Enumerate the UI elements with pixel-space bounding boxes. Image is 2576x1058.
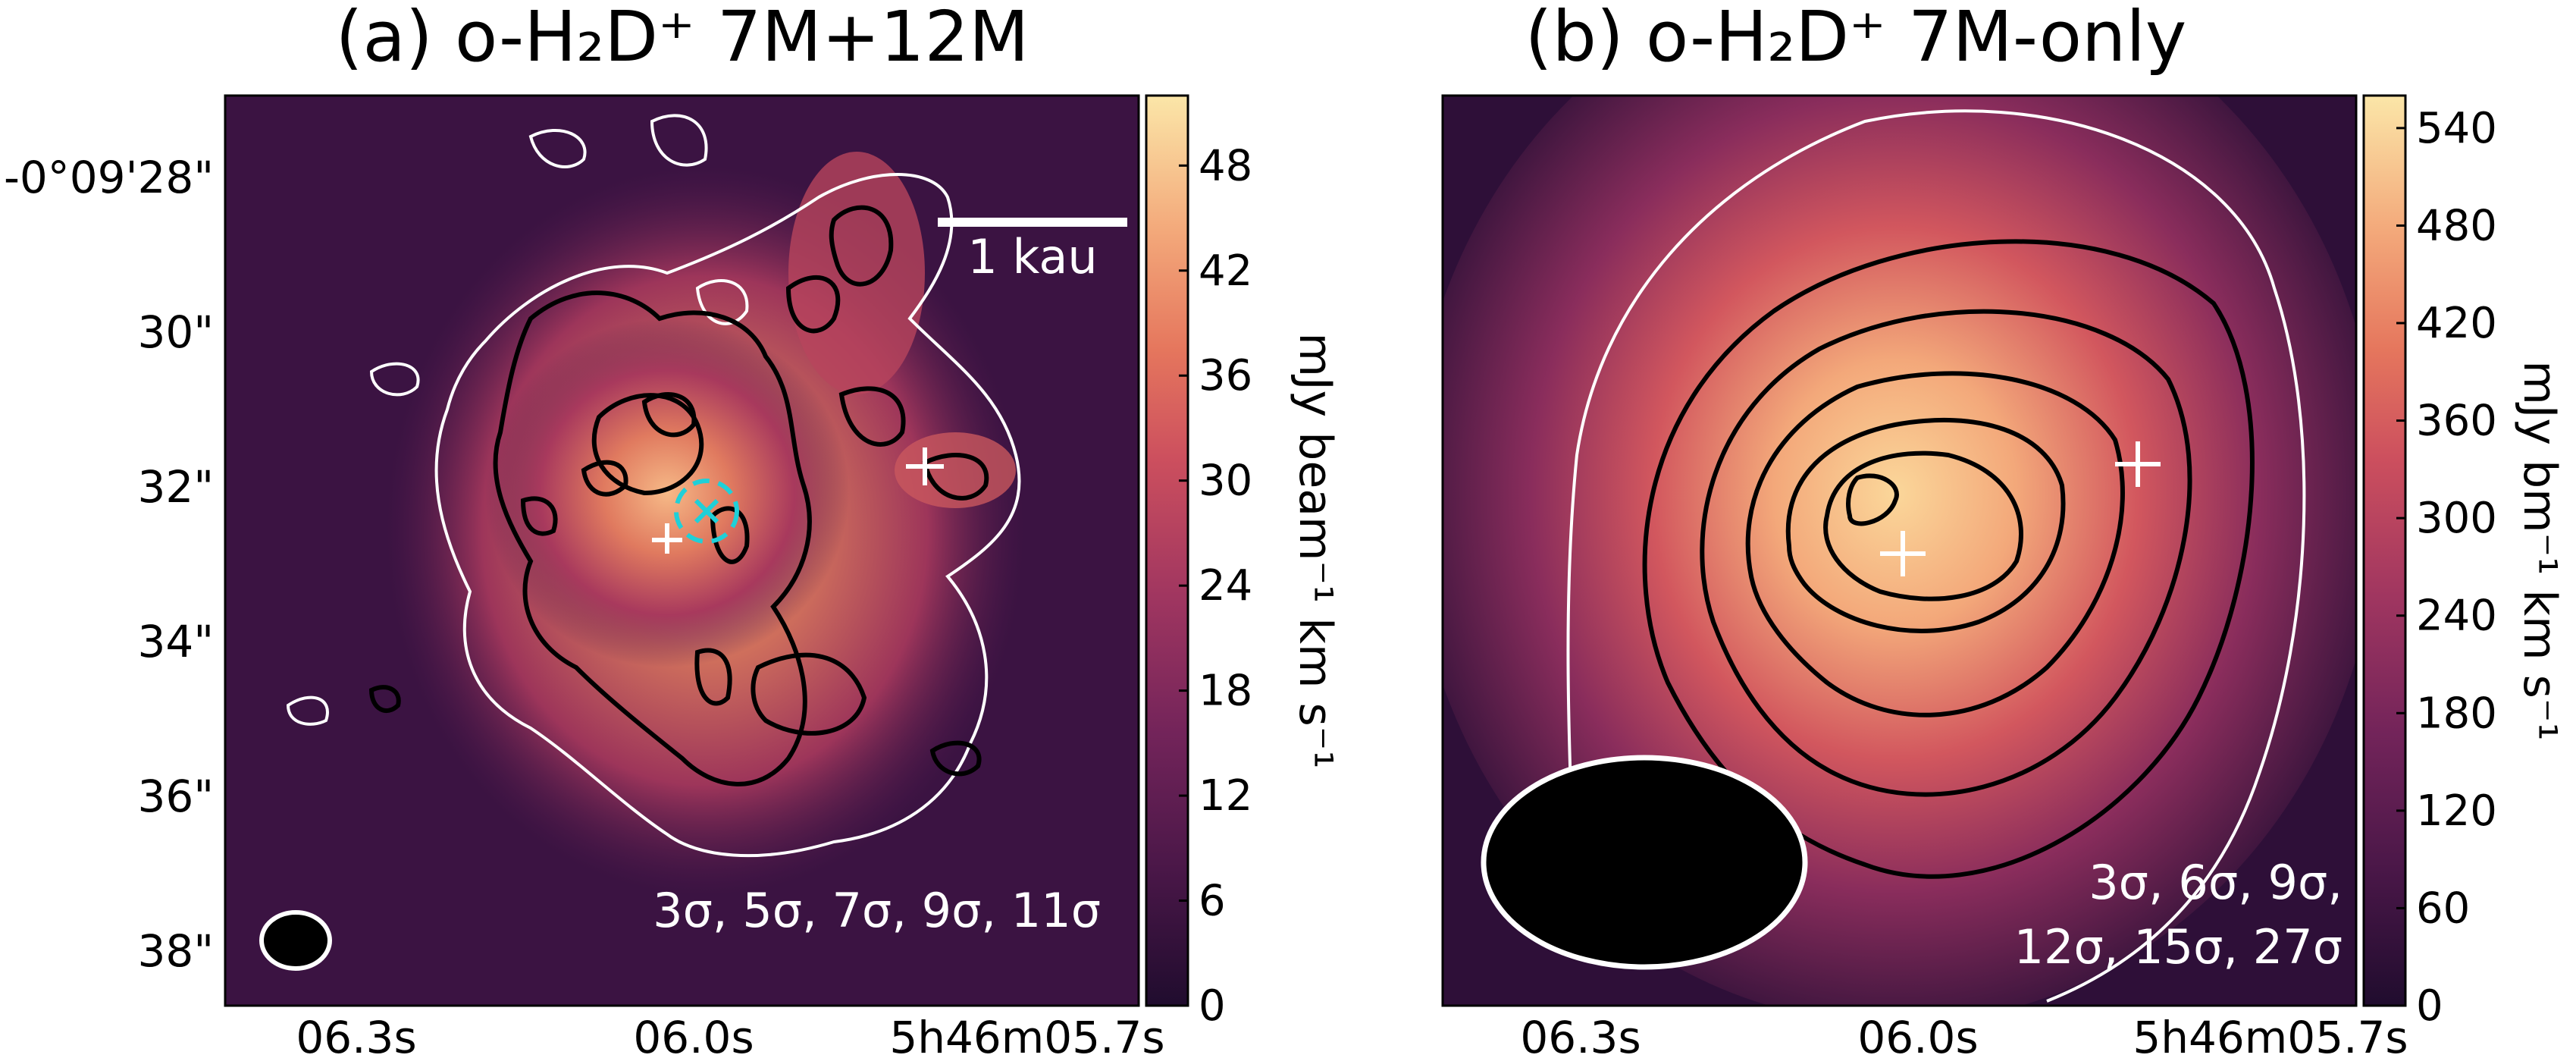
panel-a: (a) o-H₂D⁺ 7M+12M [4, 0, 1342, 1058]
colorbar-tick-label: 12 [1199, 771, 1252, 821]
panel-b-beam [1481, 755, 1808, 970]
colorbar-tick-label: 6 [1199, 877, 1226, 926]
colorbar-tick-label: 360 [2416, 397, 2497, 446]
colorbar-tick-label: 48 [1199, 141, 1252, 190]
panel-a-frame [224, 94, 1140, 1007]
colorbar-tick-label: 180 [2416, 689, 2497, 738]
colorbar-tick-label: 60 [2416, 884, 2470, 933]
x-tick: 06.0s [1857, 1012, 1978, 1058]
panel-b-cross-marker-1 [1880, 531, 1926, 576]
colorbar-tick-label: 36 [1199, 351, 1252, 400]
panel-a-cross-marker-2 [906, 447, 944, 485]
panel-b-x-axis: 06.3s 06.0s 5h46m05.7s [1520, 1012, 2408, 1058]
colorbar-tick-label: 30 [1199, 457, 1252, 506]
y-tick: 38" [138, 925, 214, 977]
panel-b-colorbar: 0 60 120 180 240 300 360 420 480 540 mJy bm⁻¹ km … [2362, 94, 2566, 1031]
panel-a-map: 1 kau 3σ, 5σ, 7σ, 9σ, 11σ [225, 96, 1139, 1006]
panel-b-contour-label-line2: 12σ, 15σ, 27σ [2014, 919, 2343, 975]
panel-b-title: (b) o-H₂D⁺ 7M-only [1525, 0, 2187, 77]
panel-a-cyan-marker [674, 479, 739, 544]
y-tick: 30" [138, 306, 214, 358]
panel-b-frame [1441, 94, 2358, 1007]
panel-a-cross-marker-1 [652, 523, 682, 554]
colorbar-tick-label: 480 [2416, 201, 2497, 250]
panel-a-colorbar: 0 6 12 18 24 30 36 42 48 mJy beam⁻¹ km s⁻¹ [1145, 94, 1342, 1031]
x-tick: 06.0s [633, 1012, 754, 1058]
colorbar-tick-label: 240 [2416, 592, 2497, 641]
panel-a-beam [259, 910, 332, 971]
y-tick: 32" [138, 461, 214, 513]
colorbar-tick-label: 120 [2416, 786, 2497, 836]
y-tick: 36" [138, 771, 214, 822]
y-tick: -0°09'28" [4, 152, 214, 203]
panel-b: (b) o-H₂D⁺ 7M-only 3σ, 6σ [1441, 0, 2566, 1058]
panel-b-cross-marker-2 [2115, 441, 2161, 487]
colorbar-tick-label: 18 [1199, 667, 1252, 716]
panel-b-map: 3σ, 6σ, 9σ, 12σ, 15σ, 27σ [1443, 96, 2356, 1006]
x-tick: 5h46m05.7s [889, 1012, 1164, 1058]
colorbar-tick-label: 540 [2416, 104, 2497, 153]
x-tick: 06.3s [296, 1012, 416, 1058]
panel-b-colorbar-label: mJy bm⁻¹ km s⁻¹ [2513, 360, 2566, 740]
panel-a-y-axis: -0°09'28" 30" 32" 34" 36" 38" [4, 152, 214, 977]
x-tick: 5h46m05.7s [2133, 1012, 2408, 1058]
colorbar-tick-label: 0 [1199, 981, 1226, 1031]
panel-a-contour-label: 3σ, 5σ, 7σ, 9σ, 11σ [653, 883, 1101, 938]
panel-a-x-axis: 06.3s 06.0s 5h46m05.7s [296, 1012, 1164, 1058]
colorbar-tick-label: 24 [1199, 561, 1252, 611]
y-tick: 34" [138, 616, 214, 667]
scale-bar-label: 1 kau [967, 229, 1097, 284]
colorbar-tick-label: 420 [2416, 299, 2497, 348]
x-tick: 06.3s [1520, 1012, 1641, 1058]
panel-b-contour-label-line1: 3σ, 6σ, 9σ, [2089, 855, 2343, 910]
panel-a-title: (a) o-H₂D⁺ 7M+12M [336, 0, 1029, 77]
colorbar-tick-label: 300 [2416, 494, 2497, 543]
panel-a-colorbar-label: mJy beam⁻¹ km s⁻¹ [1289, 333, 1342, 769]
colorbar-tick-label: 42 [1199, 246, 1252, 296]
colorbar-tick-label: 0 [2416, 981, 2443, 1031]
